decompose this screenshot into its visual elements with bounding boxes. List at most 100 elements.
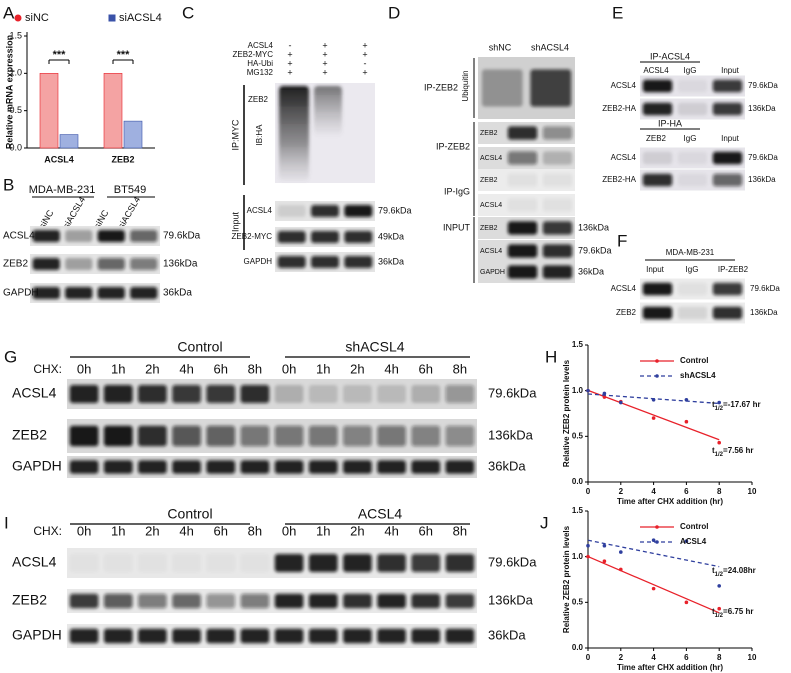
x-tick-label: ZEB2 <box>111 154 134 164</box>
label: IB:HA <box>255 124 264 146</box>
band <box>411 628 441 644</box>
label: ZEB2 <box>12 592 47 608</box>
label: GAPDH <box>3 288 39 299</box>
legend-marker <box>655 525 659 529</box>
panel-letter: F <box>617 231 627 250</box>
label: 136kDa <box>750 308 778 317</box>
legend-label: Control <box>680 356 708 365</box>
band <box>677 79 708 93</box>
band <box>377 385 406 403</box>
label: GAPDH <box>244 257 273 266</box>
label: 4h <box>179 361 193 376</box>
point <box>684 600 689 605</box>
point <box>602 391 607 396</box>
band <box>172 385 201 403</box>
label: ZEB2 <box>646 134 667 143</box>
label: 2h <box>350 361 364 376</box>
band <box>344 256 373 268</box>
annotation-part: 1/2 <box>715 406 724 412</box>
band <box>712 79 743 93</box>
point <box>717 584 721 588</box>
label: ZEB2-MYC <box>233 50 274 59</box>
label: + <box>362 67 367 77</box>
label: 49kDa <box>378 231 404 241</box>
band <box>542 151 573 165</box>
label: ACSL4 <box>12 385 57 401</box>
band <box>507 151 538 165</box>
panel-letter: H <box>545 347 557 366</box>
band <box>206 425 236 447</box>
band <box>343 425 372 447</box>
band <box>377 628 406 644</box>
label: + <box>322 40 327 50</box>
band <box>138 425 167 447</box>
label: 0h <box>77 523 91 538</box>
band <box>712 173 743 187</box>
label: + <box>287 49 292 59</box>
band <box>677 151 708 165</box>
band <box>103 628 133 644</box>
band <box>308 460 338 474</box>
label: GAPDH <box>480 269 505 276</box>
band <box>97 287 125 299</box>
band <box>138 554 167 572</box>
band <box>642 306 673 320</box>
band <box>65 287 93 299</box>
blot-background <box>67 548 477 578</box>
point <box>586 554 590 559</box>
legend-label: siACSL4 <box>119 12 162 24</box>
label: ZEB2-HA <box>602 104 636 113</box>
legend-label: shACSL4 <box>680 371 716 380</box>
band <box>411 554 441 572</box>
band <box>274 593 304 609</box>
legend-marker <box>108 14 116 22</box>
x-tick-label: 8 <box>717 653 722 662</box>
band <box>445 628 475 644</box>
label: ACSL4 <box>480 248 502 255</box>
band <box>712 282 743 296</box>
y-tick-label: 1.5 <box>9 30 22 40</box>
annotation-part: 1/2 <box>715 572 724 578</box>
band <box>308 425 338 447</box>
band <box>344 205 373 217</box>
annotation-part: =7.56 hr <box>723 446 753 455</box>
point <box>651 538 656 543</box>
annotation: t1/2=6.75 hr <box>712 607 753 618</box>
point <box>717 400 721 405</box>
point <box>684 539 689 543</box>
band <box>445 554 475 572</box>
label: GAPDH <box>12 627 62 643</box>
label: 79.6kDa <box>488 554 537 569</box>
blot-background <box>67 379 477 409</box>
label: Control <box>167 506 212 522</box>
band <box>377 593 406 609</box>
band <box>542 221 573 235</box>
band <box>542 198 573 212</box>
label: IgG <box>684 66 697 75</box>
band <box>172 425 201 447</box>
label: 4h <box>384 523 398 538</box>
label: 1h <box>111 361 125 376</box>
annotation-part: t <box>712 400 715 409</box>
point <box>651 586 656 591</box>
band <box>507 173 538 187</box>
band <box>274 460 304 474</box>
label: ACSL4 <box>12 554 57 570</box>
band <box>172 554 201 572</box>
band <box>677 102 708 116</box>
legend-marker <box>14 14 22 22</box>
y-tick-label: 1.5 <box>572 506 584 515</box>
x-axis-label: Time after CHX addition (hr) <box>617 497 723 506</box>
band <box>507 244 538 258</box>
point <box>586 543 590 548</box>
legend-label: ACSL4 <box>680 537 707 546</box>
x-tick-label: 10 <box>748 653 757 662</box>
label: ACSL4 <box>358 506 403 522</box>
label: ACSL4 <box>611 284 637 293</box>
band <box>65 230 93 242</box>
band <box>308 385 338 403</box>
annotation: t1/2=24.08hr <box>712 566 756 577</box>
label: ZEB2-HA <box>602 175 636 184</box>
y-tick-label: 1.5 <box>572 340 584 349</box>
label: + <box>362 49 367 59</box>
